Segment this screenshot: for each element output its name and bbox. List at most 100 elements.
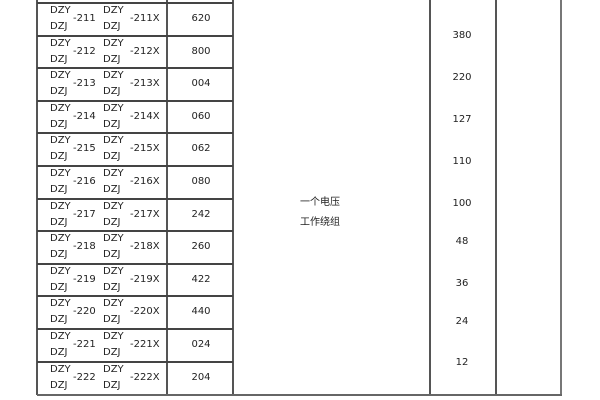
model-prefix-dzj: DZJ: [103, 184, 121, 195]
table-row: DZY DZJ -222 DZY DZJ -222X 204: [37, 362, 233, 394]
winding-description: 一个电压 工作绕组: [300, 193, 370, 233]
model-code: -219: [73, 273, 96, 285]
column-divider: [232, 0, 234, 395]
model-prefix-dzj: DZJ: [103, 249, 121, 261]
voltage-value: 36: [455, 278, 469, 289]
model-prefix-dzy: DZY: [103, 265, 124, 277]
model-prefix-dzj: DZJ: [103, 21, 121, 32]
row-divider: [37, 197, 233, 200]
model-prefix-dzy: DZY: [50, 363, 71, 375]
model-prefix-dzy: DZY: [103, 363, 124, 375]
model-code-x: -218X: [130, 241, 160, 253]
row-divider: [37, 262, 233, 265]
model-prefix-dzj: DZJ: [103, 216, 121, 228]
model-prefix-dzj: DZJ: [50, 281, 68, 293]
model-prefix-dzy: DZY: [103, 135, 124, 147]
row-divider: [37, 360, 233, 363]
table-row: DZY DZJ -214 DZY DZJ -214X 060: [37, 101, 233, 133]
table-row: DZY DZJ -211 DZY DZJ -211X 620: [37, 3, 233, 35]
model-prefix-dzy: DZY: [50, 168, 71, 179]
model-prefix-dzy: DZY: [103, 5, 124, 16]
model-prefix-dzj: DZJ: [50, 21, 68, 32]
model-code-x: -215X: [130, 143, 160, 155]
row-divider: [37, 230, 233, 233]
column-divider: [495, 0, 497, 395]
model-prefix-dzj: DZJ: [103, 281, 121, 293]
table-row: DZY DZJ -221 DZY DZJ -221X 024: [37, 329, 233, 361]
voltage-value: 110: [452, 156, 472, 167]
model-prefix-dzy: DZY: [103, 102, 124, 114]
model-code-x: -220X: [130, 306, 160, 318]
model-prefix-dzj: DZJ: [50, 314, 68, 326]
row-number: 080: [191, 176, 211, 187]
row-number: 440: [191, 306, 211, 318]
voltage-value: 127: [452, 114, 472, 125]
table-row: DZY DZJ -217 DZY DZJ -217X 242: [37, 199, 233, 231]
model-prefix-dzj: DZJ: [103, 118, 121, 130]
model-prefix-dzj: DZJ: [50, 118, 68, 130]
model-prefix-dzy: DZY: [103, 331, 124, 342]
model-code-x: -222X: [130, 371, 160, 383]
model-code: -220: [73, 306, 96, 318]
model-prefix-dzy: DZY: [50, 233, 71, 245]
row-divider: [37, 99, 233, 102]
row-number: 260: [191, 241, 211, 253]
table-row: DZY DZJ -216 DZY DZJ -216X 080: [37, 166, 233, 198]
table-border-left: [36, 0, 38, 395]
model-prefix-dzj: DZJ: [50, 216, 68, 228]
row-divider: [37, 295, 233, 298]
model-prefix-dzj: DZJ: [103, 379, 121, 391]
voltage-value: 12: [455, 357, 469, 368]
model-prefix-dzy: DZY: [103, 168, 124, 179]
column-divider: [166, 0, 168, 395]
model-code: -214: [73, 110, 96, 122]
row-number: 800: [191, 45, 211, 57]
model-prefix-dzj: DZJ: [103, 86, 121, 98]
model-prefix-dzy: DZY: [50, 135, 71, 147]
model-code: -213: [73, 78, 96, 90]
table-row: DZY DZJ -219 DZY DZJ -219X 422: [37, 264, 233, 296]
model-prefix-dzy: DZY: [103, 70, 124, 82]
model-prefix-dzj: DZJ: [50, 379, 68, 391]
model-code-x: -212X: [130, 45, 160, 57]
model-prefix-dzy: DZY: [50, 200, 71, 212]
row-number: 620: [191, 13, 211, 24]
model-prefix-dzj: DZJ: [50, 184, 68, 195]
model-code-x: -217X: [130, 208, 160, 220]
column-divider: [429, 0, 431, 395]
winding-line-2: 工作绕组: [300, 217, 340, 228]
row-divider: [37, 132, 233, 135]
model-code: -216: [73, 176, 96, 187]
model-prefix-dzj: DZJ: [103, 347, 121, 358]
model-prefix-dzj: DZJ: [50, 151, 68, 163]
model-prefix-dzj: DZJ: [103, 53, 121, 65]
model-prefix-dzj: DZJ: [50, 53, 68, 65]
voltage-value: 24: [455, 316, 469, 327]
table-border-right: [560, 0, 562, 395]
model-code: -218: [73, 241, 96, 253]
model-prefix-dzy: DZY: [50, 265, 71, 277]
table-row: DZY DZJ -212 DZY DZJ -212X 800: [37, 36, 233, 68]
model-prefix-dzj: DZJ: [50, 249, 68, 261]
model-code-x: -219X: [130, 273, 160, 285]
model-prefix-dzj: DZJ: [50, 86, 68, 98]
row-number: 242: [191, 208, 211, 220]
model-prefix-dzj: DZJ: [50, 347, 68, 358]
model-prefix-dzy: DZY: [50, 102, 71, 114]
voltage-value: 380: [452, 30, 472, 41]
model-code: -222: [73, 371, 96, 383]
model-prefix-dzj: DZJ: [103, 151, 121, 163]
table-row: DZY DZJ -215 DZY DZJ -215X 062: [37, 133, 233, 165]
table-row: DZY DZJ -220 DZY DZJ -220X 440: [37, 296, 233, 328]
model-code: -212: [73, 45, 96, 57]
model-prefix-dzy: DZY: [50, 331, 71, 342]
model-prefix-dzy: DZY: [50, 5, 71, 16]
table-row: DZY DZJ -218 DZY DZJ -218X 260: [37, 231, 233, 263]
row-divider: [37, 34, 233, 37]
row-divider: [37, 328, 233, 330]
model-prefix-dzy: DZY: [103, 298, 124, 310]
voltage-value: 100: [452, 198, 472, 209]
model-prefix-dzy: DZY: [50, 298, 71, 310]
row-divider: [37, 2, 233, 4]
table-row: DZY DZJ -213 DZY DZJ -213X 004: [37, 68, 233, 100]
